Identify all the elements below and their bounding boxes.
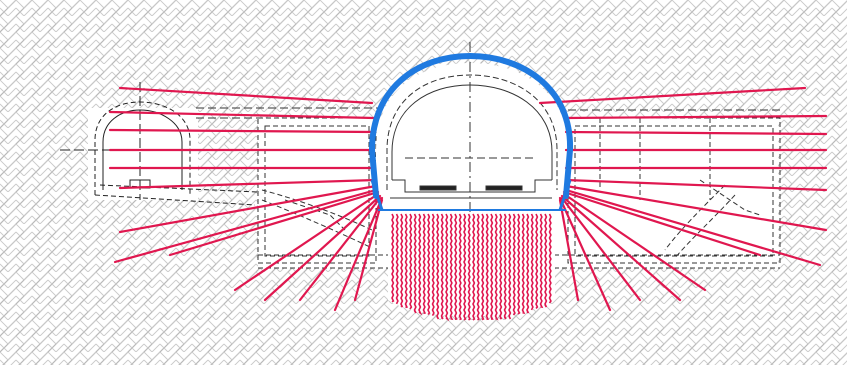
floor-bolt: [544, 213, 548, 308]
floor-bolt: [445, 213, 450, 322]
floor-bolt: [521, 213, 526, 315]
floor-bolt: [494, 213, 499, 321]
floor-bolt: [418, 213, 423, 316]
floor-bolt: [391, 213, 395, 303]
floor-bolt: [476, 213, 480, 321]
floor-bolt: [463, 213, 467, 321]
floor-bolt: [409, 213, 413, 310]
floor-bolt: [400, 213, 404, 308]
anchor-bolt: [560, 196, 642, 302]
tunnel-lining-arch: [368, 52, 574, 199]
anchor-bolt: [564, 188, 822, 267]
floor-bolt: [548, 213, 552, 304]
main-tunnel-outline: [386, 42, 558, 215]
floor-bolt: [436, 213, 440, 320]
floor-bolt: [481, 213, 485, 321]
floor-bolt: [508, 213, 512, 320]
floor-bolt: [467, 213, 471, 321]
floor-bolt: [530, 213, 534, 311]
floor-bolt: [526, 213, 530, 314]
anchor-bolt: [108, 128, 376, 134]
anchor-bolt: [263, 194, 382, 302]
anchor-bolt: [560, 194, 682, 302]
floor-bolt: [499, 213, 503, 320]
floor-bolt: [427, 213, 431, 316]
anchor-bolt: [118, 178, 378, 190]
floor-bolt: [535, 213, 539, 309]
anchor-bolt: [558, 196, 612, 312]
floor-bolt: [485, 213, 490, 321]
anchor-bolt: [108, 110, 376, 120]
floor-bolt: [440, 213, 444, 320]
anchor-bolt: [353, 198, 384, 302]
floor-bolt: [539, 213, 544, 309]
anchor-bolt: [562, 192, 707, 292]
anchor-bolt: [168, 190, 380, 257]
floor-curtain-background: [388, 212, 555, 317]
floor-bolt: [413, 213, 417, 314]
floor-bolt: [449, 213, 454, 321]
anchor-bolt-fan: [108, 86, 828, 312]
anchor-bolt: [118, 86, 374, 105]
anchor-bolt: [564, 130, 828, 136]
anchor-bolt: [564, 114, 828, 120]
anchor-bolt: [564, 184, 828, 232]
floor-bolt: [404, 213, 409, 309]
anchor-bolt: [538, 86, 807, 105]
floor-bolt: [472, 213, 476, 321]
floor-bolt: [431, 213, 435, 316]
floor-bolt: [503, 213, 507, 320]
floor-bolt: [395, 213, 399, 305]
floor-bolt: [458, 213, 462, 321]
floor-bolt-curtain: [388, 212, 555, 322]
anchor-bolt: [113, 188, 378, 264]
floor-bolt: [517, 213, 521, 315]
anchor-bolt: [562, 190, 762, 257]
anchor-bolt: [333, 196, 384, 312]
anchor-bolt: [298, 196, 382, 302]
floor-bolt: [454, 213, 458, 320]
anchor-bolt: [118, 184, 378, 234]
anchor-bolt: [558, 198, 580, 302]
floor-bolt: [490, 213, 494, 320]
anchor-bolt: [564, 178, 828, 192]
anchor-bolt: [233, 192, 380, 292]
lining-foot-left: [370, 179, 384, 211]
floor-bolt: [422, 213, 427, 315]
lining-foot-right: [558, 179, 572, 211]
floor-bolt: [512, 213, 516, 316]
